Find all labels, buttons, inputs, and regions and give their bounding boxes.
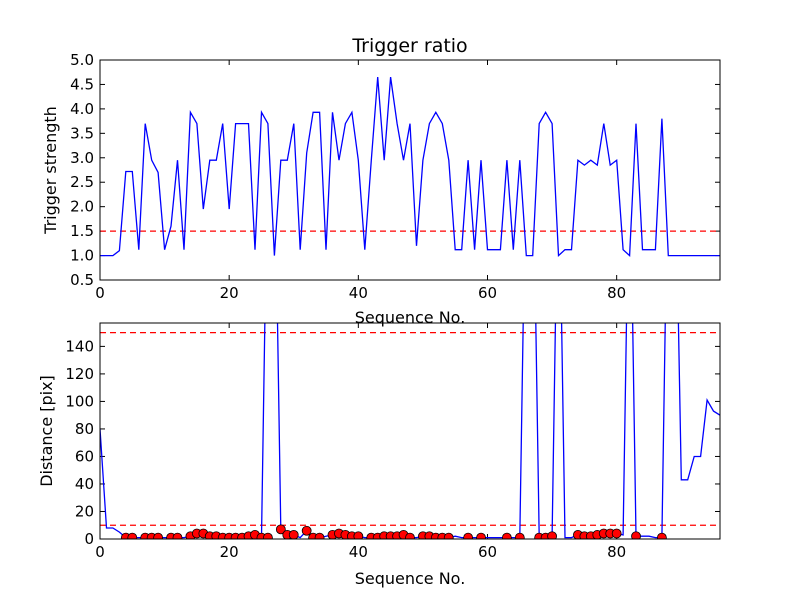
x-tick-label: 40 bbox=[349, 543, 368, 561]
threshold-lines bbox=[100, 332, 720, 526]
y-tick-label: 5.0 bbox=[70, 51, 94, 69]
axis-ticks: 0 20 40 60 80 0 20 40 60 80 100 120 140 bbox=[65, 323, 720, 561]
y-tick-label: 1.5 bbox=[70, 222, 94, 240]
distance-panel: 0 20 40 60 80 0 20 40 60 80 100 120 140 Sequence No.… bbox=[37, 322, 721, 588]
x-axis-label: Sequence No. bbox=[355, 308, 466, 327]
y-tick-label: 2.0 bbox=[70, 198, 94, 216]
data-marker bbox=[547, 531, 557, 539]
axis-ticks: 0 20 40 60 80 0.5 1.0 1.5 2.0 2.5 3.0 3.5 4.0 4.5 5.0 bbox=[70, 51, 720, 302]
series-line bbox=[100, 77, 720, 258]
y-tick-label: 20 bbox=[75, 502, 94, 520]
data-marker bbox=[275, 524, 286, 535]
y-tick-label: 3.5 bbox=[70, 124, 94, 142]
data-marker bbox=[405, 532, 415, 539]
data-marker bbox=[656, 532, 667, 539]
y-tick-label: 1.0 bbox=[70, 247, 94, 265]
x-tick-label: 60 bbox=[478, 284, 497, 302]
data-marker bbox=[153, 532, 164, 539]
trigger-ratio-panel: Trigger ratio 0 20 40 60 80 0.5 1.0 1.5 2.0 2.5 3.… bbox=[41, 35, 721, 327]
plot-frame bbox=[99, 59, 721, 281]
x-tick-label: 0 bbox=[95, 284, 105, 302]
y-tick-label: 140 bbox=[65, 337, 94, 355]
x-tick-label: 20 bbox=[220, 543, 239, 561]
y-axis-label: Distance [pix] bbox=[37, 375, 56, 487]
y-tick-label: 0 bbox=[84, 530, 94, 548]
data-marker bbox=[611, 528, 622, 539]
y-tick-label: 60 bbox=[75, 447, 94, 465]
data-marker bbox=[476, 532, 486, 539]
y-tick-label: 2.5 bbox=[70, 173, 94, 191]
chart-title: Trigger ratio bbox=[351, 35, 467, 57]
data-marker bbox=[301, 525, 312, 536]
x-tick-label: 40 bbox=[349, 284, 368, 302]
x-tick-label: 80 bbox=[607, 284, 626, 302]
data-marker bbox=[172, 532, 183, 539]
data-marker bbox=[263, 532, 273, 539]
data-marker bbox=[443, 532, 454, 539]
y-tick-label: 80 bbox=[75, 420, 94, 438]
data-marker bbox=[127, 532, 138, 539]
y-tick-label: 120 bbox=[65, 365, 94, 383]
data-marker bbox=[314, 532, 325, 539]
data-marker bbox=[463, 532, 474, 539]
y-tick-label: 40 bbox=[75, 475, 94, 493]
x-tick-label: 0 bbox=[95, 543, 105, 561]
marker-points bbox=[120, 524, 667, 539]
y-tick-label: 4.5 bbox=[70, 75, 94, 93]
data-marker bbox=[514, 532, 525, 539]
y-tick-label: 4.0 bbox=[70, 100, 94, 118]
data-marker bbox=[631, 531, 641, 539]
y-tick-label: 3.0 bbox=[70, 149, 94, 167]
data-marker bbox=[501, 532, 512, 539]
data-marker bbox=[353, 531, 364, 539]
x-axis-label: Sequence No. bbox=[355, 569, 466, 588]
x-tick-label: 20 bbox=[220, 284, 239, 302]
y-tick-label: 0.5 bbox=[70, 271, 94, 289]
data-marker bbox=[288, 529, 299, 539]
plot-frame bbox=[99, 322, 721, 540]
x-tick-label: 60 bbox=[478, 543, 497, 561]
y-axis-label: Trigger strength bbox=[41, 106, 60, 235]
x-tick-label: 80 bbox=[607, 543, 626, 561]
y-tick-label: 100 bbox=[65, 392, 94, 410]
